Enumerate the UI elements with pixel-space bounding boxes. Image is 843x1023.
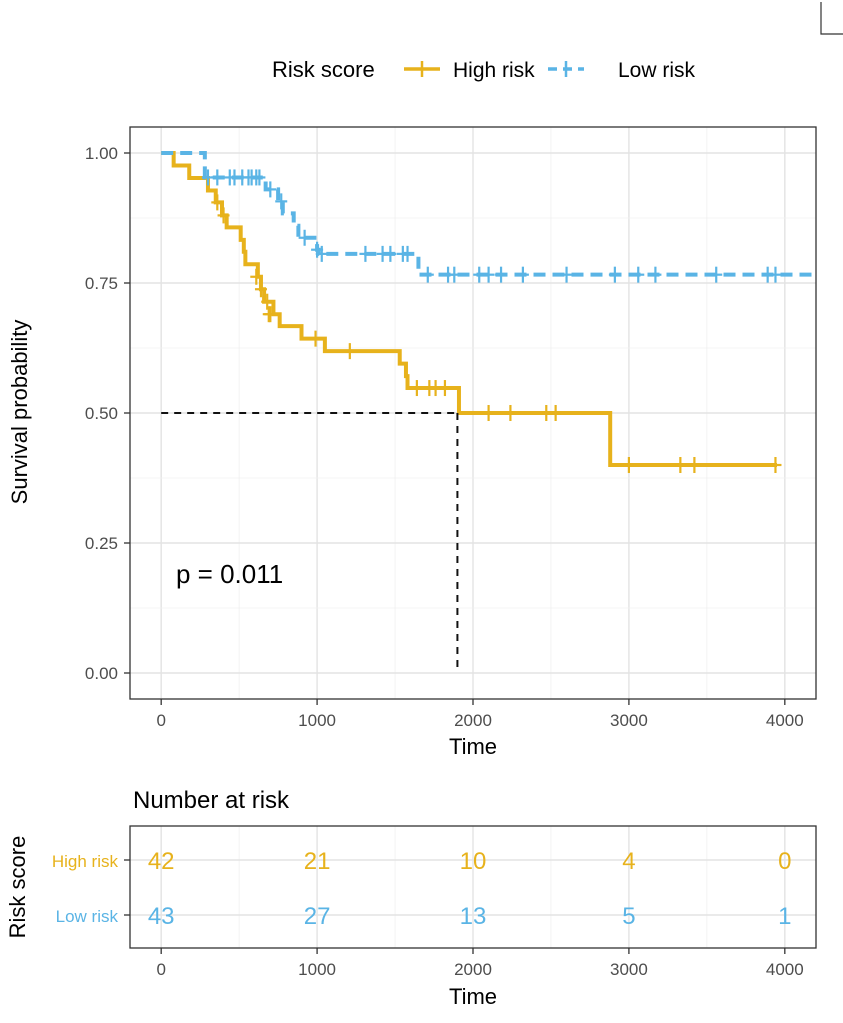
risk-count-high-risk: 42 [148,848,175,875]
risk-count-high-risk: 10 [460,848,487,875]
y-axis-title: Survival probability [7,320,32,505]
survival-plot: 0.00 0.25 0.50 0.75 1.00 0 1000 2000 3000 4000 p… [7,126,817,759]
curve-low-risk [161,151,816,277]
x-tick-label: 2000 [454,711,492,730]
legend-label-high-risk: High risk [453,59,535,82]
y-tick-label: 0.75 [85,274,118,293]
x-tick-label: 0 [156,711,165,730]
median-lines [161,412,459,673]
censor-marks [201,169,782,473]
y-axis-ticks: 0.00 0.25 0.50 0.75 1.00 [85,144,130,683]
risk-table-title: Number at risk [133,787,290,814]
x-tick-label: 4000 [766,711,804,730]
legend-label-low-risk: Low risk [618,59,696,82]
legend-title: Risk score [272,57,375,82]
risk-count-high-risk: 21 [304,848,331,875]
p-value-annotation: p = 0.011 [176,559,283,589]
risk-count-low-risk: 43 [148,903,175,930]
risk-count-high-risk: 0 [778,848,791,875]
risk-count-low-risk: 1 [778,903,791,930]
y-tick-label: 0.25 [85,534,118,553]
risk-table-grid [130,826,816,948]
risk-count-low-risk: 27 [304,903,331,930]
x-tick-label: 3000 [610,711,648,730]
risk-count-low-risk: 5 [622,903,635,930]
legend-key-low-risk [548,61,584,77]
y-tick-label: 1.00 [85,144,118,163]
risk-table-x-ticks: 0 1000 2000 3000 4000 [156,948,804,979]
x-axis-title: Time [449,734,497,759]
risk-table-x-title: Time [449,984,497,1009]
y-tick-label: 0.00 [85,664,118,683]
risk-row-label-high-risk: High risk [52,852,119,871]
risk-count-high-risk: 4 [622,848,635,875]
risk-table-y-title: Risk score [5,836,30,939]
risk-x-tick-label: 1000 [298,960,336,979]
risk-x-tick-label: 0 [156,960,165,979]
risk-table-rows: High risk 42 21 10 4 0 Low risk 43 27 13 5 1 [52,848,792,930]
corner-mark [820,2,843,35]
x-tick-label: 1000 [298,711,336,730]
legend: Risk score High risk Low risk [272,57,696,82]
x-axis-ticks: 0 1000 2000 3000 4000 [156,699,804,730]
risk-x-tick-label: 2000 [454,960,492,979]
risk-x-tick-label: 3000 [610,960,648,979]
legend-key-high-risk [404,61,440,77]
risk-count-low-risk: 13 [460,903,487,930]
risk-row-label-low-risk: Low risk [56,907,119,926]
y-tick-label: 0.50 [85,404,118,423]
risk-x-tick-label: 4000 [766,960,804,979]
